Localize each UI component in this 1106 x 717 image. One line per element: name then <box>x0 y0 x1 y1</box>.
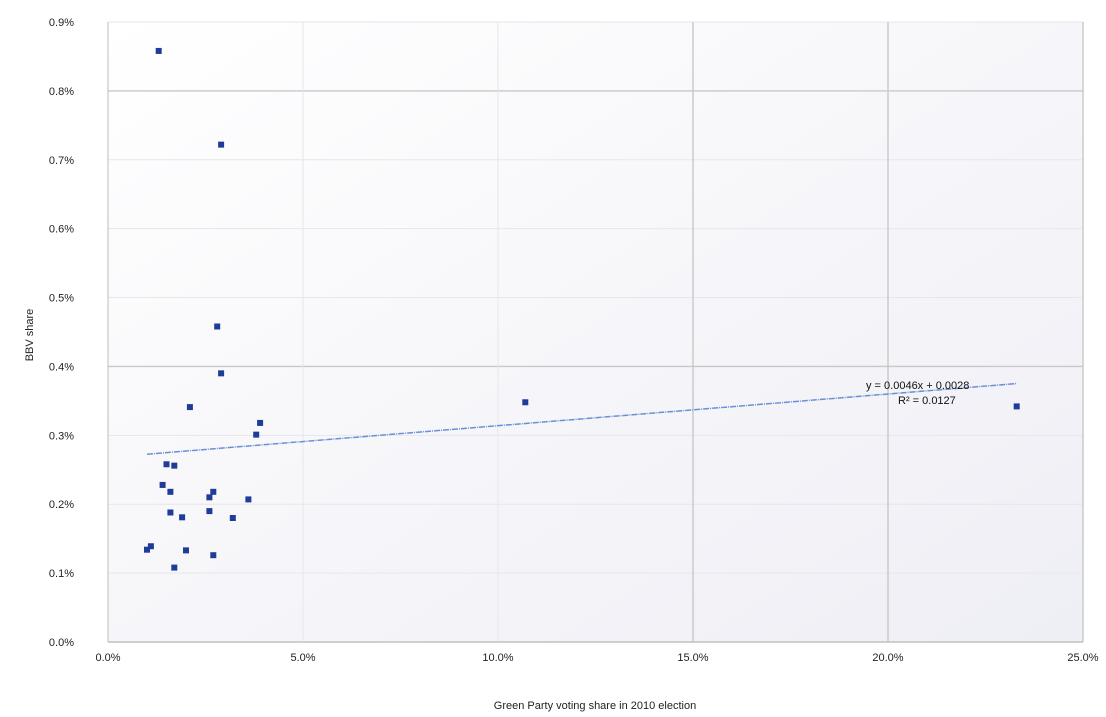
data-point <box>183 547 189 554</box>
y-axis-title: BBV share <box>24 309 36 362</box>
data-point <box>144 546 150 553</box>
data-point <box>218 370 225 377</box>
trendline-r-squared: R² = 0.0127 <box>898 395 956 407</box>
data-point <box>167 488 174 495</box>
x-tick-label: 20.0% <box>872 652 903 664</box>
data-point <box>522 399 529 406</box>
data-point <box>1013 403 1020 410</box>
data-point <box>253 431 260 438</box>
trendline-equation: y = 0.0046x + 0.0028 <box>866 380 969 392</box>
data-point <box>229 515 236 521</box>
y-tick-label: 0.3% <box>49 430 74 442</box>
data-point <box>171 564 178 571</box>
data-point <box>163 461 170 468</box>
data-point <box>214 323 221 330</box>
y-axis-tick-labels: 0.0% 0.1% 0.2% 0.3% 0.4% 0.5% 0.6% 0.7% 0.8% 0.9% <box>49 17 74 649</box>
data-point <box>210 488 217 495</box>
gridlines <box>107 21 1084 643</box>
y-tick-label: 0.2% <box>49 499 74 511</box>
plot-area <box>108 22 1083 642</box>
y-tick-label: 0.8% <box>49 86 74 98</box>
y-tick-label: 0.4% <box>49 361 74 373</box>
data-point <box>257 419 264 426</box>
data-point <box>245 496 252 503</box>
y-tick-label: 0.5% <box>49 293 74 305</box>
x-tick-label: 25.0% <box>1067 652 1098 664</box>
data-point <box>218 141 225 148</box>
y-tick-label: 0.9% <box>49 17 74 29</box>
data-point <box>179 514 186 521</box>
y-tick-label: 0.7% <box>49 155 74 167</box>
y-tick-label: 0.0% <box>49 637 74 649</box>
data-point <box>167 509 174 516</box>
x-axis-title: Green Party voting share in 2010 electio… <box>494 700 696 712</box>
data-point <box>147 543 154 550</box>
data-point <box>155 47 162 54</box>
data-points <box>144 47 1020 571</box>
data-point <box>159 481 166 488</box>
trendline <box>146 382 1017 455</box>
y-tick-label: 0.1% <box>49 568 74 580</box>
x-axis-tick-labels: 0.0% 5.0% 10.0% 15.0% 20.0% 25.0% <box>95 652 1098 664</box>
trendline-group <box>146 382 1017 455</box>
data-point <box>206 494 213 501</box>
data-point <box>186 404 193 411</box>
x-tick-label: 5.0% <box>290 652 315 664</box>
y-tick-label: 0.6% <box>49 224 74 236</box>
x-tick-label: 15.0% <box>677 652 708 664</box>
x-tick-label: 10.0% <box>482 652 513 664</box>
x-tick-label: 0.0% <box>95 652 120 664</box>
data-point <box>206 508 213 515</box>
data-point <box>210 552 217 559</box>
data-point <box>171 462 178 469</box>
